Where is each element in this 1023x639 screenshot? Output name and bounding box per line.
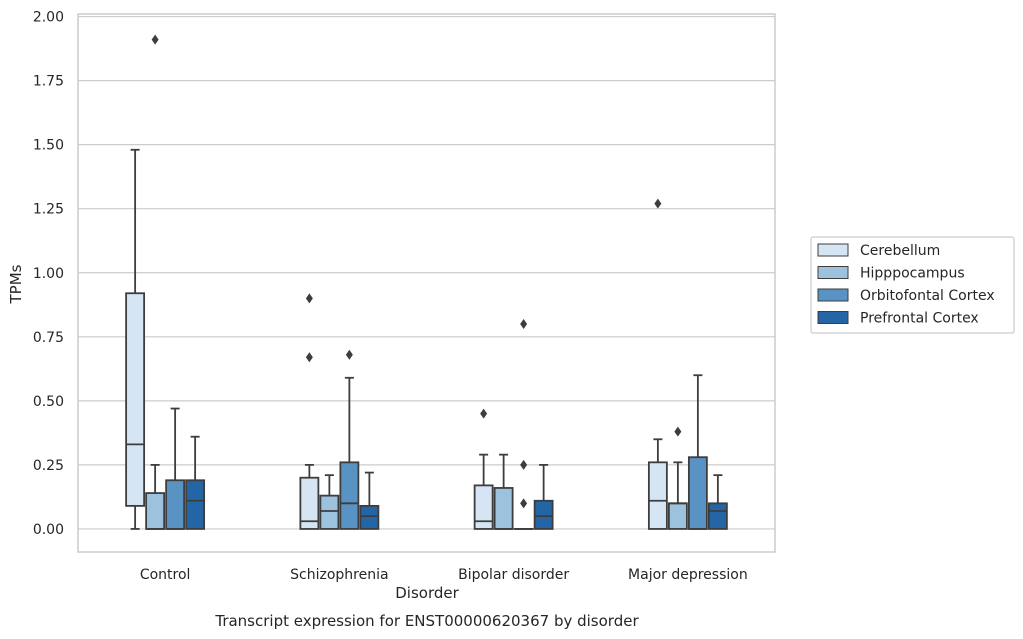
legend-label: Orbitofontal Cortex xyxy=(860,288,995,304)
y-tick-label: 0.50 xyxy=(33,394,64,410)
x-tick-label: Major depression xyxy=(628,567,748,583)
y-axis-label: TPMs xyxy=(7,264,25,304)
outlier-point xyxy=(480,408,488,419)
legend-swatch xyxy=(817,311,849,324)
x-axis-label: Disorder xyxy=(395,584,459,602)
box-iqr xyxy=(299,476,320,530)
box-cerebellum-1 xyxy=(299,293,320,530)
gridlines xyxy=(78,15,775,530)
box-cerebellum-3 xyxy=(647,198,668,530)
box-hipppocampus-2 xyxy=(493,453,514,530)
box-prefrontal-cortex-2 xyxy=(533,463,554,530)
outlier-point xyxy=(654,198,662,209)
box-hipppocampus-3 xyxy=(667,426,688,530)
box-iqr xyxy=(339,461,360,530)
outlier-point xyxy=(305,352,313,363)
legend-swatch xyxy=(817,266,849,279)
outlier-point xyxy=(345,349,353,360)
box-iqr xyxy=(165,479,186,530)
legend-swatch xyxy=(817,243,849,257)
box-prefrontal-cortex-3 xyxy=(707,474,728,530)
box-hipppocampus-1 xyxy=(319,474,340,530)
box-prefrontal-cortex-1 xyxy=(359,471,380,530)
y-axis-ticks: 0.00 0.25 0.50 0.75 1.00 1.25 1.50 1.75 2.00 xyxy=(33,10,64,538)
box-hipppocampus-0 xyxy=(145,34,166,530)
box-iqr xyxy=(667,502,688,530)
legend: Cerebellum Hipppocampus Orbitofontal Corte… xyxy=(810,236,1015,334)
box-prefrontal-cortex-0 xyxy=(185,435,206,530)
legend-label: Prefrontal Cortex xyxy=(860,311,979,327)
x-tick-label: Bipolar disorder xyxy=(458,567,569,583)
legend-label: Hipppocampus xyxy=(860,266,965,282)
box-iqr xyxy=(493,487,514,530)
box-cerebellum-0 xyxy=(125,148,146,530)
y-tick-label: 0.75 xyxy=(33,330,64,346)
box-iqr xyxy=(319,494,340,530)
plot-area-boxes xyxy=(125,34,728,530)
box-iqr xyxy=(185,479,206,530)
y-tick-label: 1.75 xyxy=(33,74,64,90)
y-tick-label: 1.00 xyxy=(33,266,64,282)
legend-label: Cerebellum xyxy=(860,243,940,259)
outlier-point xyxy=(520,318,528,329)
box-orbitofontal-cortex-1 xyxy=(339,349,360,530)
box-iqr xyxy=(125,292,146,507)
outlier-point xyxy=(520,498,528,509)
box-orbitofontal-cortex-3 xyxy=(687,374,708,530)
y-tick-label: 0.00 xyxy=(33,522,64,538)
box-iqr xyxy=(647,461,668,530)
x-tick-label: Control xyxy=(140,567,191,583)
outlier-point xyxy=(305,293,313,304)
box-iqr xyxy=(359,504,380,530)
box-iqr xyxy=(687,456,708,530)
plot-frame xyxy=(77,13,776,553)
outlier-point xyxy=(151,34,159,45)
box-iqr xyxy=(145,492,166,530)
box-iqr xyxy=(533,499,554,530)
box-cerebellum-2 xyxy=(473,408,494,530)
chart-caption: Transcript expression for ENST0000062036… xyxy=(214,612,639,630)
y-tick-label: 1.50 xyxy=(33,138,64,154)
box-iqr xyxy=(707,502,728,530)
y-tick-label: 0.25 xyxy=(33,458,64,474)
box-orbitofontal-cortex-0 xyxy=(165,407,186,530)
box-iqr xyxy=(473,484,494,530)
outlier-point xyxy=(674,426,682,437)
y-tick-label: 1.25 xyxy=(33,202,64,218)
x-axis-ticks: Control Schizophrenia Bipolar disorder Majo… xyxy=(140,567,748,583)
y-tick-label: 2.00 xyxy=(33,10,64,26)
box-orbitofontal-cortex-2 xyxy=(513,318,534,530)
outlier-point xyxy=(520,459,528,470)
legend-swatch xyxy=(817,288,849,302)
x-tick-label: Schizophrenia xyxy=(290,567,388,583)
legend-frame xyxy=(810,236,1015,334)
